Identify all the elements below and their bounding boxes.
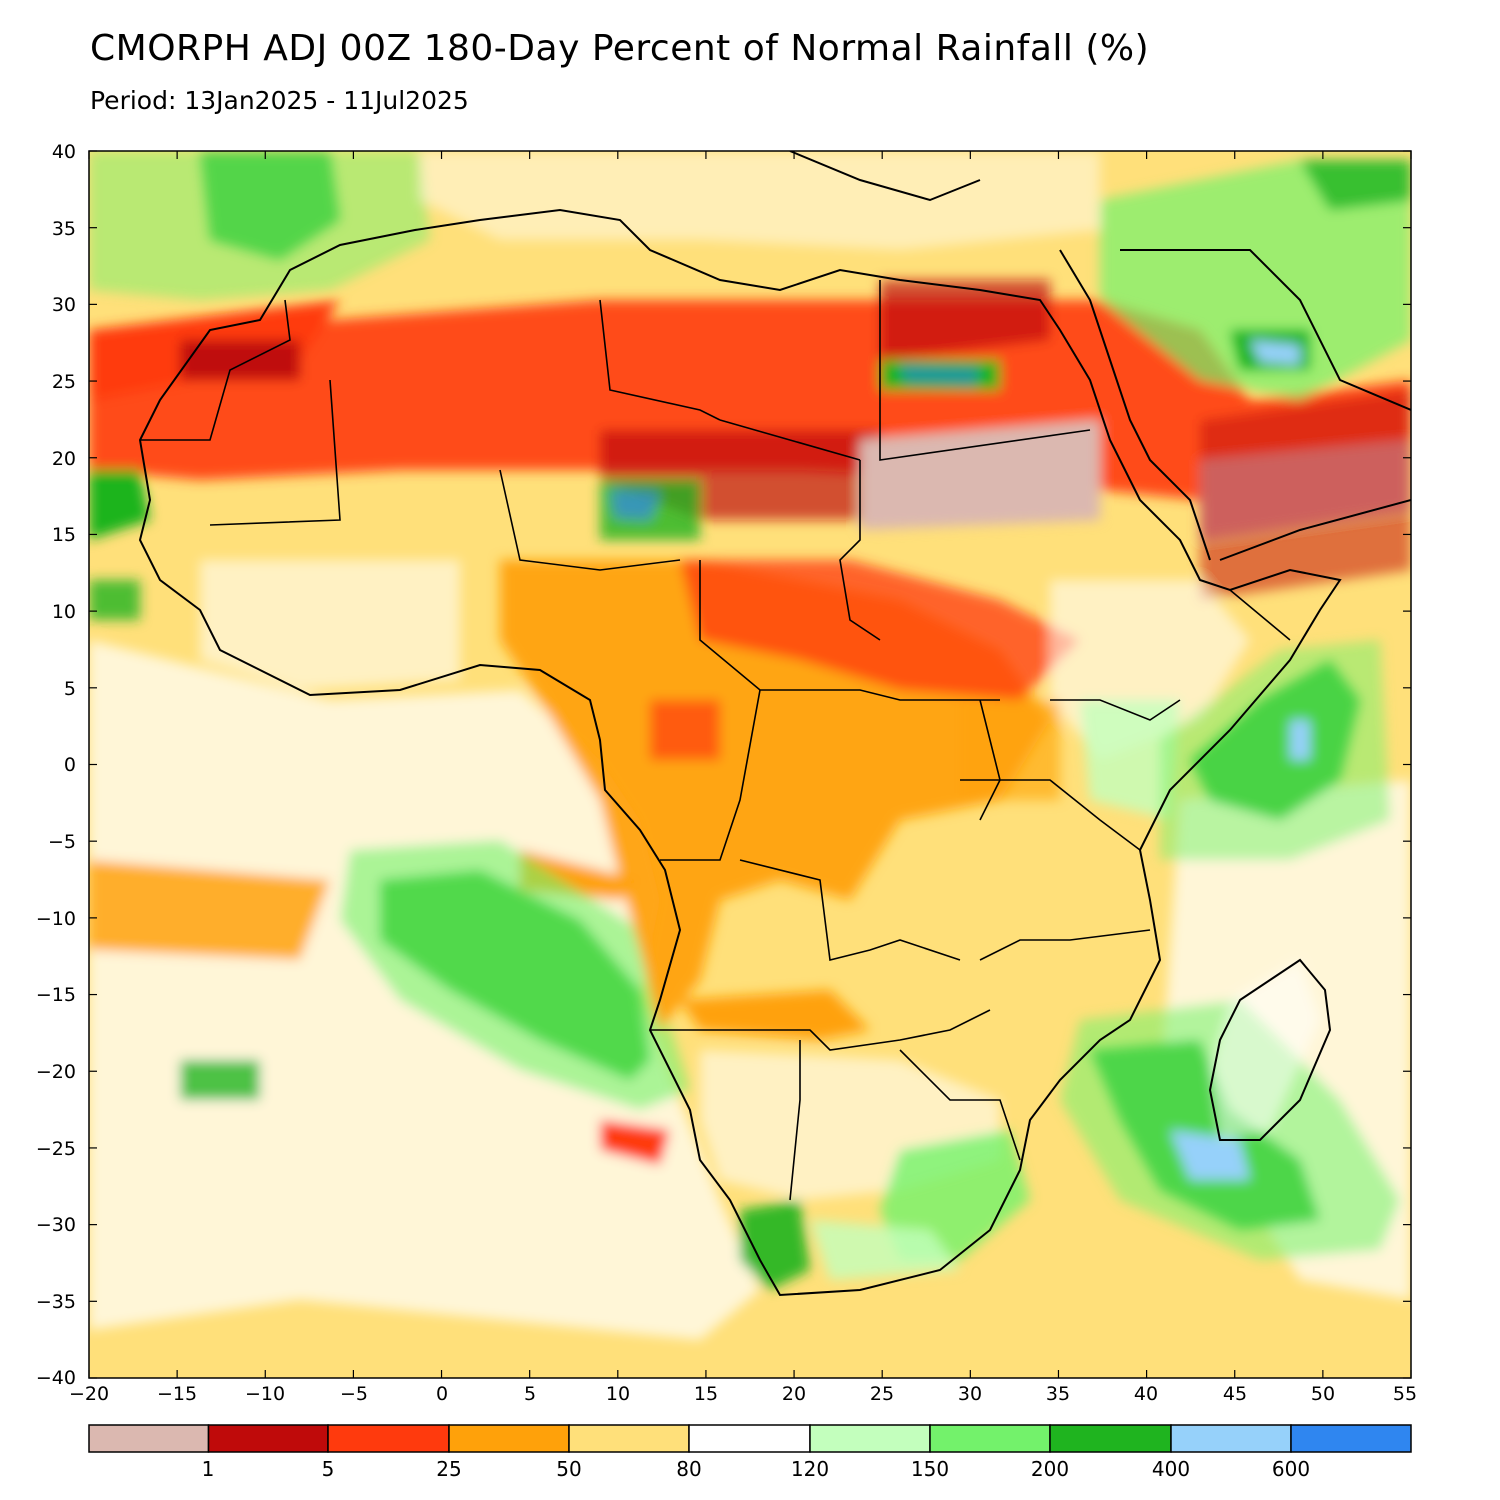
lon-tick-label: 10 (606, 1383, 630, 1405)
lon-tick-label: −15 (157, 1383, 197, 1405)
lon-tick-label: 0 (436, 1383, 448, 1405)
lat-tick-label: −35 (36, 1291, 76, 1313)
lon-tick-label: 45 (1223, 1383, 1247, 1405)
longitude-axis: −20 −15 −10 −5 0 5 10 15 20 25 30 35 40 … (69, 1383, 1417, 1405)
lon-tick-label: 55 (1393, 1383, 1417, 1405)
lon-tick-label: 20 (782, 1383, 806, 1405)
lat-tick-label: 5 (64, 678, 76, 700)
lat-tick-label: 10 (52, 601, 76, 623)
colorbar-swatch (688, 1424, 811, 1453)
country-borders (140, 280, 1291, 1201)
lon-tick-label: −10 (245, 1383, 285, 1405)
lat-tick-label: 40 (52, 141, 76, 163)
colorbar-swatch (1290, 1424, 1412, 1453)
colorbar: 1 5 25 50 80 120 150 200 400 600 (88, 1424, 1412, 1481)
colorbar-swatch (568, 1424, 690, 1453)
colorbar-swatch (1049, 1424, 1172, 1453)
rainfall-field (89, 151, 1411, 1378)
lat-tick-label: 15 (52, 524, 76, 546)
colorbar-label: 400 (1152, 1457, 1190, 1481)
coastline (138, 151, 1411, 1297)
lat-tick-label: −10 (36, 908, 76, 930)
lat-tick-label: 35 (52, 218, 76, 240)
colorbar-label: 25 (436, 1457, 461, 1481)
lat-tick-label: −20 (36, 1061, 76, 1083)
lon-tick-label: 35 (1046, 1383, 1070, 1405)
colorbar-label: 80 (676, 1457, 701, 1481)
colorbar-label: 1 (202, 1457, 215, 1481)
lon-tick-label: 50 (1311, 1383, 1335, 1405)
lat-tick-label: −25 (36, 1138, 76, 1160)
lat-tick-label: 30 (52, 294, 76, 316)
map-title: CMORPH ADJ 00Z 180-Day Percent of Normal… (90, 28, 1150, 69)
colorbar-label: 5 (322, 1457, 335, 1481)
lat-tick-label: 0 (64, 754, 76, 776)
latitude-axis: 40 35 30 25 20 15 10 5 0 −5 −10 −15 −20 … (36, 141, 76, 1389)
lon-tick-label: 15 (694, 1383, 718, 1405)
lat-tick-label: −5 (48, 831, 76, 853)
lon-tick-label: −5 (340, 1383, 368, 1405)
period-subtitle: Period: 13Jan2025 - 11Jul2025 (90, 86, 469, 115)
lat-tick-label: −40 (36, 1367, 76, 1389)
colorbar-swatch (1170, 1424, 1292, 1453)
lat-tick-label: −15 (36, 984, 76, 1006)
colorbar-label: 200 (1031, 1457, 1069, 1481)
colorbar-label: 50 (556, 1457, 581, 1481)
colorbar-swatch (207, 1424, 329, 1453)
colorbar-swatch (448, 1424, 570, 1453)
colorbar-label: 600 (1272, 1457, 1310, 1481)
lon-tick-label: 5 (524, 1383, 536, 1405)
tick-marks (88, 150, 1412, 1379)
lat-tick-label: 20 (52, 448, 76, 470)
colorbar-swatch (809, 1424, 931, 1453)
lon-tick-label: 30 (958, 1383, 982, 1405)
colorbar-swatch (327, 1424, 450, 1453)
colorbar-swatch (88, 1424, 210, 1453)
lon-tick-label: 40 (1134, 1383, 1158, 1405)
lon-tick-label: −20 (69, 1383, 109, 1405)
colorbar-label: 150 (911, 1457, 949, 1481)
lat-tick-label: 25 (52, 371, 76, 393)
colorbar-label: 120 (791, 1457, 829, 1481)
lon-tick-label: 25 (870, 1383, 894, 1405)
lat-tick-label: −30 (36, 1214, 76, 1236)
colorbar-swatch (929, 1424, 1051, 1453)
